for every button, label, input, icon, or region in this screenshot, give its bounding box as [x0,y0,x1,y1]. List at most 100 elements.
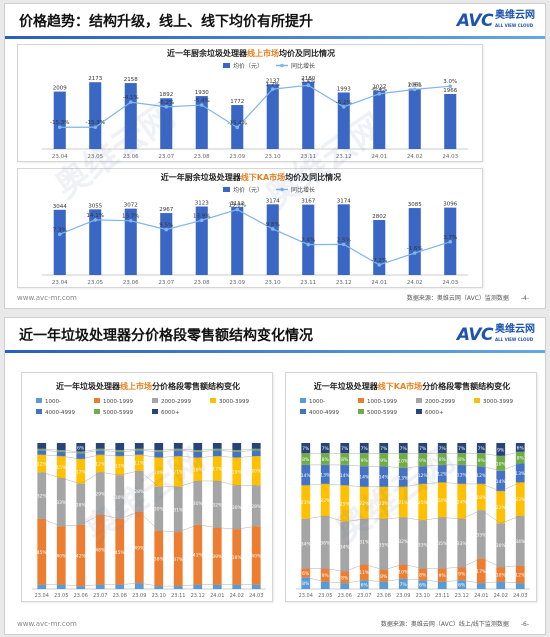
slide-price-structure: 近一年垃圾处理器分价格段零售额结构变化情况 AVC 奥维云网 ALL VIEW … [4,317,546,635]
x-tick-label: 23.09 [132,593,146,599]
header-divider [5,36,545,39]
segment-value-label: 20% [251,469,262,475]
legend-swatch [36,409,42,414]
x-tick-label: 24.02 [494,593,508,599]
segment-value-label: 30% [232,505,243,511]
x-tick-label: 23.04 [299,593,313,599]
segment-value-label: 14% [379,475,390,481]
segment-value-label: 13% [515,471,526,477]
segment-value-label: 35% [437,541,448,547]
chart-offline-price-panel: 近一年厨余垃圾处理器线下KA市场均价及同比情况 均价（元） 同比增长 3044 23.0… [17,168,483,288]
growth-marker [377,263,382,267]
bar-value-label: 3112 [230,201,244,207]
segment-value-label: 40% [251,553,262,559]
segment-value-label: 12% [476,473,487,479]
segment-value-label: 7% [478,446,486,452]
x-tick-label: 23.11 [435,593,449,599]
x-tick-label: 23.07 [158,280,174,286]
bar-value-label: 1930 [195,90,209,96]
stack-segment [134,583,144,589]
stack-segment [457,580,467,589]
stack-segment [56,450,66,452]
bar-value-label: 2009 [53,86,67,92]
growth-marker [412,87,417,92]
segment-value-label: 9% [497,448,505,454]
growth-marker [341,242,346,247]
growth-value-label: 19.0% [229,203,246,209]
chart-online-price-panel: 近一年厨余垃圾处理器线上市场均价及同比情况 均价（元） 同比增长 2009 23.04 2… [17,44,483,162]
x-tick-label: 23.07 [93,593,107,599]
segment-value-label: 13% [320,472,331,478]
avc-logo: AVC 奥维云网 ALL VIEW CLOUD [457,10,535,32]
segment-value-label: 42% [76,553,87,559]
stack-segment [232,450,242,452]
segment-value-label: 12% [515,572,526,578]
growth-marker [341,105,346,109]
segment-value-label: 12% [37,461,48,467]
chart-title: 近一年厨余垃圾处理器线上市场均价及同比情况 [167,48,335,58]
segment-connector-line [41,454,257,460]
stack-segment [418,520,428,569]
stack-segment [212,450,222,457]
stack-segment [437,568,447,582]
growth-value-label: -4.1% [123,95,139,101]
growth-value-label: 14.1% [87,213,104,219]
segment-connector-line [305,558,521,572]
stack-segment [37,454,47,473]
stack-segment [496,443,506,457]
stack-segment [457,518,467,568]
stack-segment [476,583,486,589]
stack-segment [115,456,125,476]
bar [53,91,66,149]
segment-value-label: 29% [95,491,106,497]
stack-segment [173,586,183,589]
segment-value-label: 41% [193,553,204,559]
segment-value-label: 8% [341,457,349,463]
legend-label: 1000- [309,399,325,405]
chart-title: 近一年厨余垃圾处理器线下KA市场均价及同比情况 [161,172,341,182]
growth-value-label: 13.7% [122,214,139,220]
x-tick-label: 23.06 [123,280,139,286]
stack-segment [437,464,447,483]
x-tick-label: 23.07 [158,154,174,160]
segment-value-label: 12% [95,461,106,467]
bar-value-label: 3044 [53,204,67,210]
segment-value-label: 25% [340,502,351,508]
segment-value-label: 28% [251,504,262,510]
segment-value-label: 7% [400,446,408,452]
bar-value-label: 2137 [266,78,280,84]
stack-segment [398,578,408,589]
stack-segment [340,453,350,465]
stack-segment [76,459,86,484]
stack-segment [37,450,47,455]
segment-value-label: 14% [359,475,370,481]
x-tick-label: 24.01 [474,593,488,599]
bar [195,96,208,149]
growth-marker [57,232,62,237]
stack-segment [320,581,330,589]
segment-value-label: 34% [340,545,351,551]
growth-value-label: 2.5% [337,237,351,243]
stack-segment [134,443,144,449]
stack-segment [496,567,506,582]
bar [124,83,137,149]
growth-marker [306,83,311,88]
stack-segment [515,463,525,483]
chart-title: 近一年垃圾处理器线下KA市场分价格段零售额结构变化 [314,381,510,391]
segment-value-label: 32% [212,502,223,508]
stack-segment [359,443,369,454]
avc-logo: AVC 奥维云网 ALL VIEW CLOUD [457,324,535,346]
segment-value-label: 7% [341,446,349,452]
segment-value-label: 14% [340,473,351,479]
x-tick-label: 23.04 [35,593,49,599]
bar [408,208,421,275]
legend-swatch [358,398,364,403]
stack-segment [301,518,311,569]
segment-value-label: 9% [419,458,427,464]
growth-value-label: -1.6% [407,246,423,252]
segment-value-label: 30% [115,495,126,501]
segment-value-label: 23% [515,497,526,503]
footer-source: 数据来源：奥维云网（AVC）线上/线下监测数据 [380,621,509,628]
slide-price-trend: 价格趋势：结构升级，线上、线下均价有所提升 AVC 奥维云网 ALL VIEW … [4,3,546,309]
